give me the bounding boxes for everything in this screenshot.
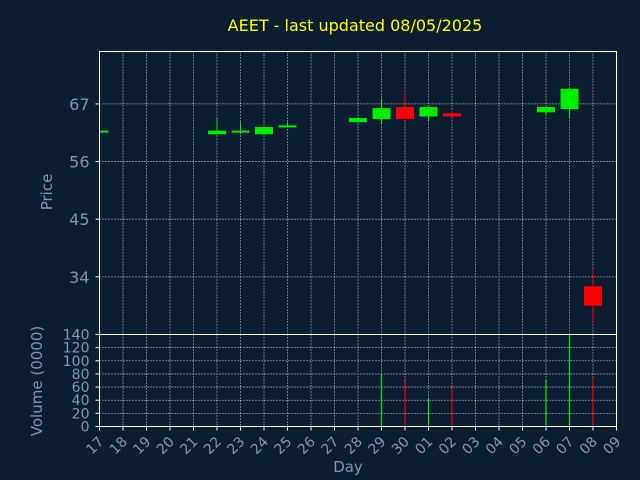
candle-body bbox=[99, 130, 109, 133]
volume-tick-label: 20 bbox=[72, 406, 90, 422]
candle-body bbox=[231, 130, 250, 133]
candle-body bbox=[372, 108, 391, 120]
candles bbox=[99, 88, 602, 325]
candle-body bbox=[537, 107, 555, 113]
x-tick-label: 26 bbox=[295, 434, 319, 458]
volume-tick-label: 0 bbox=[81, 420, 90, 436]
x-tick-label: 02 bbox=[436, 434, 460, 458]
x-tick-label: 17 bbox=[83, 434, 107, 458]
price-grid bbox=[99, 51, 617, 335]
x-tick-label: 23 bbox=[224, 434, 248, 458]
x-tick-label: 18 bbox=[107, 434, 131, 458]
candle-body bbox=[349, 118, 367, 123]
price-tick-label: 67 bbox=[69, 95, 89, 114]
x-tick-label: 29 bbox=[365, 434, 389, 458]
price-tick-label: 34 bbox=[69, 268, 89, 287]
price-y-ticks: 34 45 56 67 bbox=[69, 95, 100, 287]
x-tick-label: 01 bbox=[412, 434, 436, 458]
x-tick-label: 24 bbox=[248, 434, 272, 458]
x-tick-label: 08 bbox=[577, 434, 601, 458]
volume-tick-label: 60 bbox=[72, 380, 90, 396]
x-tick-label: 07 bbox=[553, 434, 577, 458]
price-tick-label: 45 bbox=[69, 210, 89, 229]
volume-tick-label: 140 bbox=[63, 328, 90, 344]
x-tick-label: 06 bbox=[530, 434, 554, 458]
volume-tick-label: 80 bbox=[72, 367, 90, 383]
volume-tick-label: 40 bbox=[72, 393, 90, 409]
x-tick-label: 30 bbox=[389, 434, 413, 458]
candle-body bbox=[208, 130, 226, 135]
x-tick-label: 28 bbox=[342, 434, 366, 458]
x-tick-label: 25 bbox=[271, 434, 295, 458]
x-tick-label: 09 bbox=[600, 434, 624, 458]
x-tick-label: 20 bbox=[154, 434, 178, 458]
x-tick-label: 27 bbox=[318, 434, 342, 458]
candle-body bbox=[419, 107, 438, 117]
candle-body bbox=[278, 125, 297, 128]
x-tick-label: 21 bbox=[177, 434, 201, 458]
x-tick-label: 19 bbox=[130, 434, 154, 458]
price-tick-label: 56 bbox=[69, 153, 89, 172]
volume-bars bbox=[263, 334, 594, 427]
x-tick-label: 22 bbox=[201, 434, 225, 458]
candle-body bbox=[560, 88, 579, 110]
candle-body bbox=[396, 107, 414, 120]
volume-grid bbox=[99, 334, 617, 427]
x-ticks: 17 18 19 20 21 22 23 24 25 26 27 28 29 30 01 02 03 04 05 06… bbox=[83, 426, 624, 458]
x-tick-label: 05 bbox=[506, 434, 530, 458]
volume-panel-frame bbox=[99, 334, 617, 427]
chart-title: AEET - last updated 08/05/2025 bbox=[228, 16, 483, 35]
volume-tick-label: 100 bbox=[63, 354, 90, 370]
candle-body bbox=[584, 286, 602, 306]
x-tick-label: 03 bbox=[459, 434, 483, 458]
volume-tick-label: 120 bbox=[63, 341, 90, 357]
price-axis-label: Price bbox=[38, 174, 56, 211]
x-tick-label: 04 bbox=[483, 434, 507, 458]
volume-axis-label: Volume (0000) bbox=[28, 326, 46, 436]
x-axis-label: Day bbox=[333, 458, 363, 476]
candle-body bbox=[255, 126, 273, 135]
candle-body bbox=[443, 113, 461, 117]
